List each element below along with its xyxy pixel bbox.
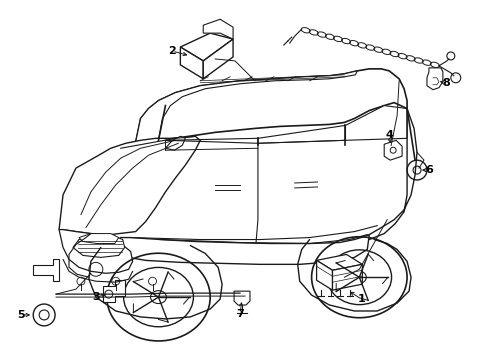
Polygon shape (136, 69, 407, 142)
Polygon shape (103, 280, 124, 302)
Polygon shape (116, 235, 369, 264)
Polygon shape (180, 33, 233, 61)
Polygon shape (203, 19, 233, 39)
Text: 5: 5 (18, 310, 25, 320)
Text: 1: 1 (358, 294, 365, 304)
Polygon shape (333, 264, 362, 290)
Polygon shape (427, 68, 443, 90)
Text: 8: 8 (442, 78, 450, 88)
Text: 6: 6 (425, 165, 433, 175)
Text: 4: 4 (385, 130, 393, 140)
Polygon shape (73, 235, 124, 257)
Polygon shape (166, 136, 185, 150)
Polygon shape (317, 260, 333, 290)
Text: 2: 2 (169, 46, 176, 56)
Polygon shape (136, 71, 357, 142)
Polygon shape (345, 105, 407, 140)
Text: 3: 3 (92, 292, 99, 302)
Polygon shape (203, 39, 233, 79)
Text: 7: 7 (236, 309, 244, 319)
Polygon shape (180, 47, 203, 79)
Polygon shape (59, 136, 200, 235)
Polygon shape (234, 291, 250, 305)
Polygon shape (59, 230, 133, 273)
Polygon shape (317, 255, 362, 270)
Polygon shape (79, 234, 119, 243)
Polygon shape (33, 260, 59, 281)
Polygon shape (384, 140, 402, 160)
